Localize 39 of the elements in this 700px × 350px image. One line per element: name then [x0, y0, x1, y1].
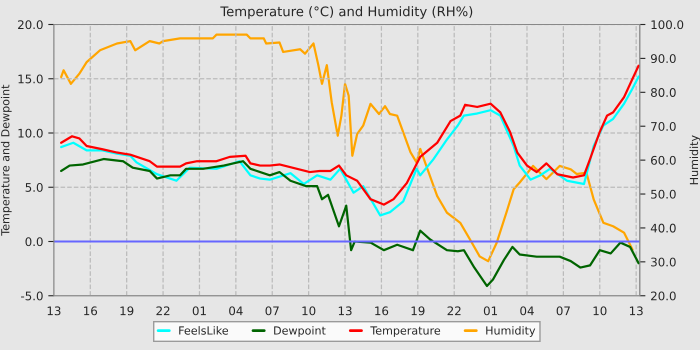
x-tick-label: 19: [120, 306, 134, 316]
x-tick-label: 19: [412, 306, 424, 316]
y2-tick-label: 90.0: [650, 54, 676, 64]
legend-label: Dewpoint: [274, 326, 326, 337]
x-tick-label: 16: [84, 306, 98, 316]
y2-tick-label: 30.0: [651, 258, 676, 266]
y-tick-label: 5.0: [26, 182, 43, 192]
y2-tick-label: 60.0: [651, 156, 676, 165]
x-tick-label: 22: [156, 306, 170, 316]
y2-tick-label: 70.0: [651, 122, 676, 131]
x-tick-label: 10: [594, 306, 606, 316]
y-tick-label: -5.0: [21, 291, 43, 300]
x-tick-label: 13: [630, 306, 643, 316]
y2-tick-label: 40.0: [650, 224, 676, 233]
y2-tick-label: 20.0: [651, 291, 676, 300]
y2-tick-label: 100.0: [652, 20, 684, 30]
y-tick-label: 10.0: [18, 128, 43, 138]
x-tick-label: 13: [48, 306, 60, 316]
y2-axis-title: Humidity: [690, 135, 700, 184]
y2-tick-label: 80.0: [651, 88, 676, 97]
x-tick-label: 07: [556, 306, 570, 316]
x-tick-label: 07: [266, 306, 279, 316]
legend-label: Humidity: [486, 326, 536, 337]
y-tick-label: 15.0: [18, 74, 43, 84]
x-tick-label: 04: [229, 306, 243, 316]
x-tick-label: 16: [375, 306, 388, 316]
x-tick-label: 13: [338, 306, 352, 316]
x-tick-label: 22: [448, 306, 461, 316]
y-tick-label: 20.0: [18, 20, 43, 30]
x-tick-label: 01: [192, 306, 206, 316]
chart-title: Temperature (°C) and Humidity (RH%): [220, 6, 472, 19]
legend-label: FeelsLike: [179, 326, 228, 335]
x-tick-label: 01: [484, 306, 498, 316]
y-axis-title: Temperature and Dewpoint: [0, 84, 12, 236]
x-tick-label: 04: [520, 306, 534, 316]
x-tick-label: 10: [302, 306, 316, 316]
legend-label: Temperature: [370, 326, 440, 337]
y2-tick-label: 50.0: [651, 190, 676, 199]
y-tick-label: 0.0: [25, 237, 43, 246]
